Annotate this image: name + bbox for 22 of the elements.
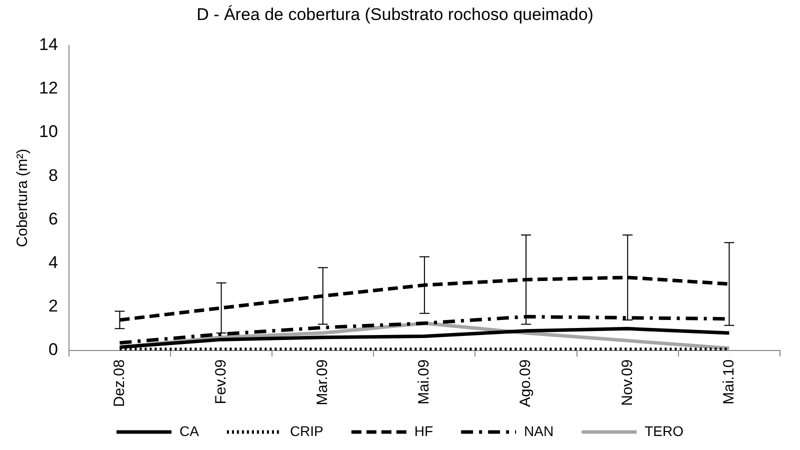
legend-label: HF <box>414 422 434 439</box>
y-tick-label: 2 <box>48 296 58 316</box>
y-tick-label: 0 <box>48 340 58 360</box>
y-tick-label: 10 <box>38 122 58 142</box>
x-tick-label: Nov.09 <box>618 359 636 406</box>
y-tick-label: 12 <box>38 78 58 98</box>
y-tick-label: 8 <box>48 166 58 185</box>
x-tick-label: Mar.09 <box>314 359 332 406</box>
legend-label: TERO <box>644 422 684 439</box>
y-axis-title: Cobertura (m²) <box>14 148 32 248</box>
y-tick-label: 14 <box>38 35 58 54</box>
legend-label: CRIP <box>290 422 324 439</box>
x-tick-label: Ago.09 <box>517 359 534 408</box>
legend-label: NAN <box>524 422 554 439</box>
x-tick-label: Fev.09 <box>212 359 230 404</box>
chart-title: D - Área de cobertura (Substrato rochoso queimado) <box>196 4 594 24</box>
y-tick-label: 4 <box>48 252 58 272</box>
y-tick-label: 6 <box>48 209 58 228</box>
x-tick-label: Mai.10 <box>720 359 738 404</box>
x-tick-label: Dez.08 <box>110 359 128 407</box>
x-tick-label: Mai.09 <box>416 359 433 404</box>
legend-label: CA <box>179 422 200 439</box>
